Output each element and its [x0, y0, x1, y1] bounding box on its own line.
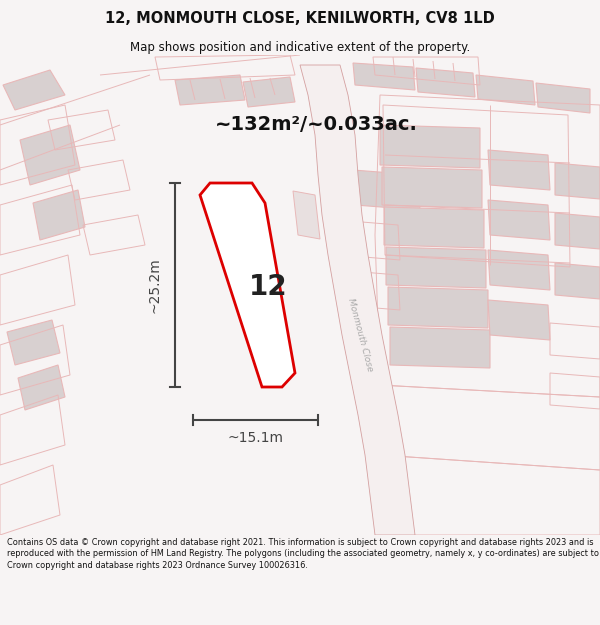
Polygon shape [390, 327, 490, 368]
Polygon shape [353, 63, 415, 90]
Polygon shape [384, 207, 484, 248]
Text: 12, MONMOUTH CLOSE, KENILWORTH, CV8 1LD: 12, MONMOUTH CLOSE, KENILWORTH, CV8 1LD [105, 11, 495, 26]
Text: 12: 12 [248, 273, 287, 301]
Polygon shape [200, 183, 295, 387]
Polygon shape [488, 250, 550, 290]
Polygon shape [243, 77, 295, 107]
Text: ~25.2m: ~25.2m [148, 257, 162, 313]
Polygon shape [555, 213, 600, 249]
Polygon shape [555, 263, 600, 299]
Polygon shape [536, 83, 590, 113]
Polygon shape [380, 125, 480, 168]
Polygon shape [488, 300, 550, 340]
Polygon shape [555, 163, 600, 199]
Text: ~132m²/~0.033ac.: ~132m²/~0.033ac. [215, 116, 418, 134]
Polygon shape [416, 68, 475, 97]
Polygon shape [476, 75, 535, 105]
Polygon shape [300, 65, 415, 535]
Polygon shape [388, 287, 488, 328]
Polygon shape [7, 320, 60, 365]
Text: Monmouth Close: Monmouth Close [346, 298, 374, 372]
Polygon shape [488, 200, 550, 240]
Polygon shape [18, 365, 65, 410]
Polygon shape [175, 75, 245, 105]
Polygon shape [293, 191, 320, 239]
Polygon shape [382, 167, 482, 208]
Polygon shape [3, 70, 65, 110]
Polygon shape [488, 150, 550, 190]
Polygon shape [386, 247, 486, 288]
Text: Contains OS data © Crown copyright and database right 2021. This information is : Contains OS data © Crown copyright and d… [7, 538, 599, 570]
Text: ~15.1m: ~15.1m [227, 431, 284, 445]
Polygon shape [20, 125, 80, 185]
Polygon shape [33, 190, 85, 240]
Polygon shape [353, 170, 420, 210]
Text: Map shows position and indicative extent of the property.: Map shows position and indicative extent… [130, 41, 470, 54]
